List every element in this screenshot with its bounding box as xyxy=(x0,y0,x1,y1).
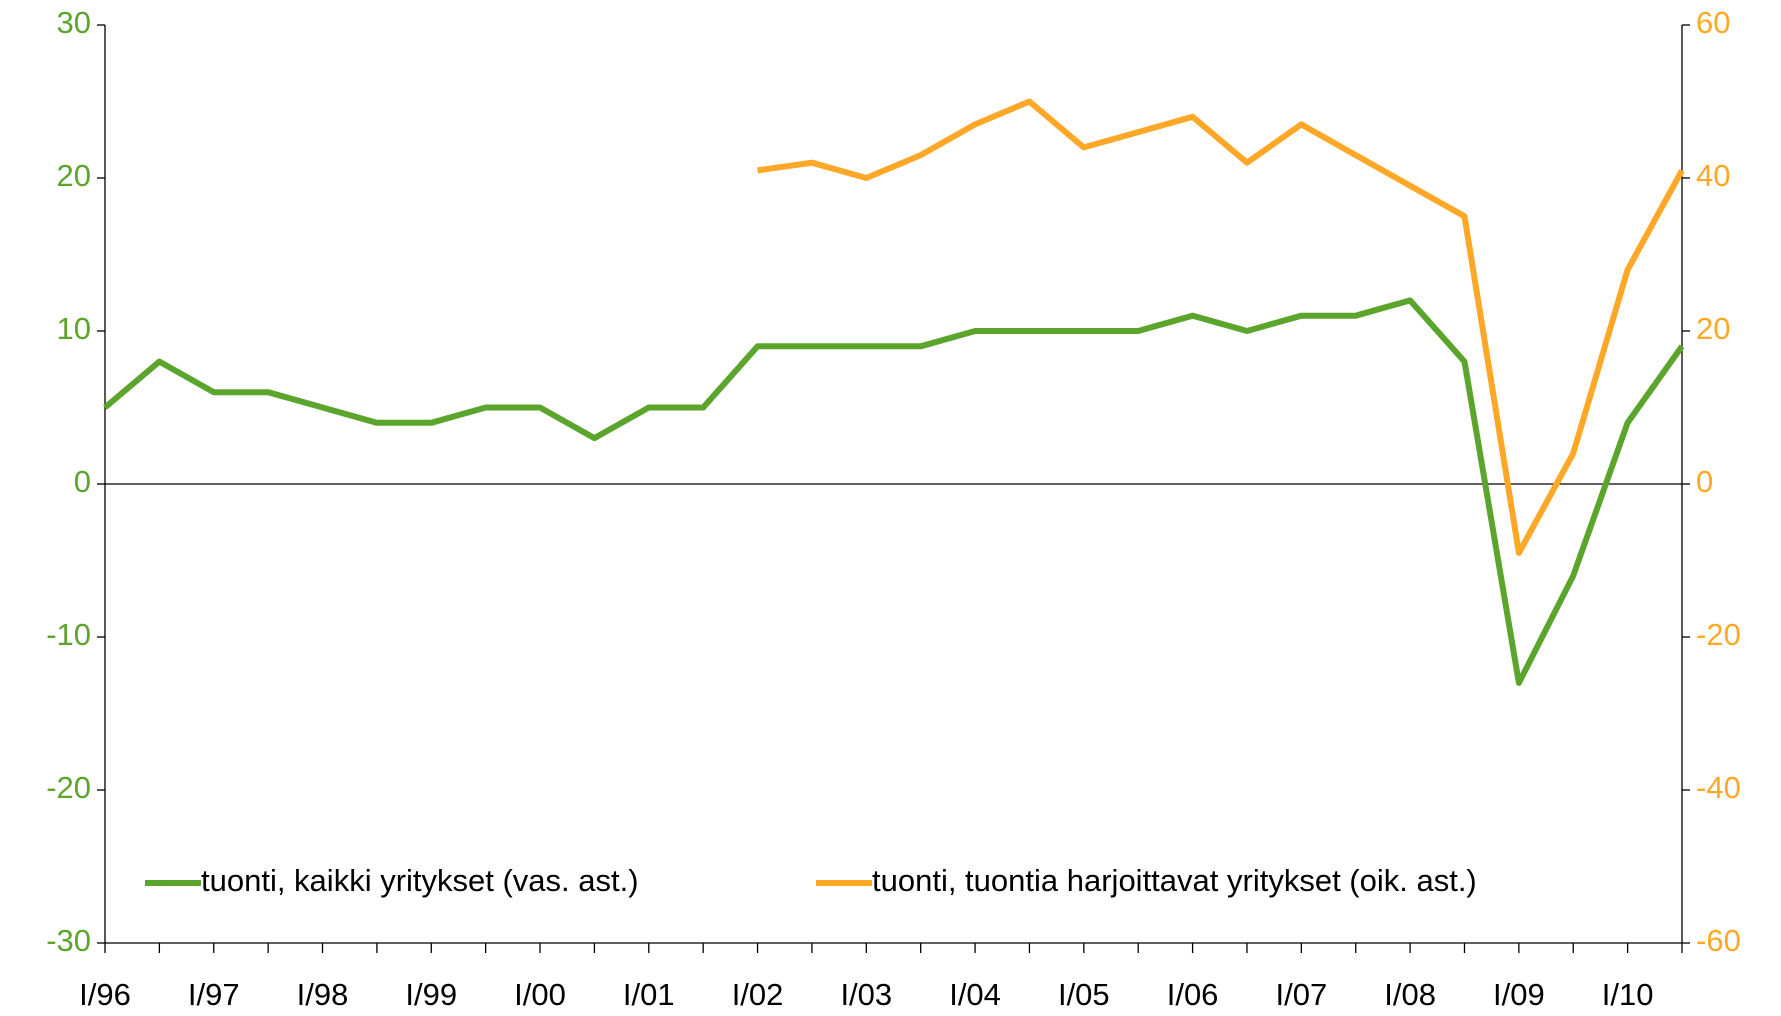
x-tick-label: I/03 xyxy=(840,977,892,1012)
y2-tick-label: -40 xyxy=(1696,770,1741,805)
y-tick-label: 20 xyxy=(57,158,91,193)
x-tick-label: I/04 xyxy=(949,977,1001,1012)
x-tick-label: I/05 xyxy=(1058,977,1110,1012)
x-tick-label: I/98 xyxy=(297,977,349,1012)
y-tick-label: -10 xyxy=(46,617,91,652)
x-tick-label: I/10 xyxy=(1602,977,1654,1012)
x-tick-label: I/07 xyxy=(1275,977,1327,1012)
x-tick-label: I/09 xyxy=(1493,977,1545,1012)
y-tick-label: 10 xyxy=(57,311,91,346)
y2-tick-label: -20 xyxy=(1696,617,1741,652)
x-tick-label: I/97 xyxy=(188,977,240,1012)
y2-tick-label: 0 xyxy=(1696,464,1713,499)
y2-tick-label: -60 xyxy=(1696,923,1741,958)
y2-tick-label: 20 xyxy=(1696,311,1730,346)
legend-label: tuonti, tuontia harjoittavat yritykset (… xyxy=(872,863,1477,898)
y-tick-label: 0 xyxy=(74,464,91,499)
x-tick-label: I/96 xyxy=(79,977,131,1012)
y-tick-label: 30 xyxy=(57,5,91,40)
x-tick-label: I/08 xyxy=(1384,977,1436,1012)
y-tick-label: -20 xyxy=(46,770,91,805)
x-tick-label: I/01 xyxy=(623,977,675,1012)
series-line xyxy=(757,98,1685,556)
y2-tick-label: 40 xyxy=(1696,158,1730,193)
x-tick-label: I/99 xyxy=(405,977,457,1012)
y-tick-label: -30 xyxy=(46,923,91,958)
x-tick-label: I/00 xyxy=(514,977,566,1012)
legend-label: tuonti, kaikki yritykset (vas. ast.) xyxy=(201,863,639,898)
x-tick-label: I/06 xyxy=(1167,977,1219,1012)
x-tick-label: I/02 xyxy=(732,977,784,1012)
series-line xyxy=(103,297,1685,686)
y2-tick-label: 60 xyxy=(1696,5,1730,40)
